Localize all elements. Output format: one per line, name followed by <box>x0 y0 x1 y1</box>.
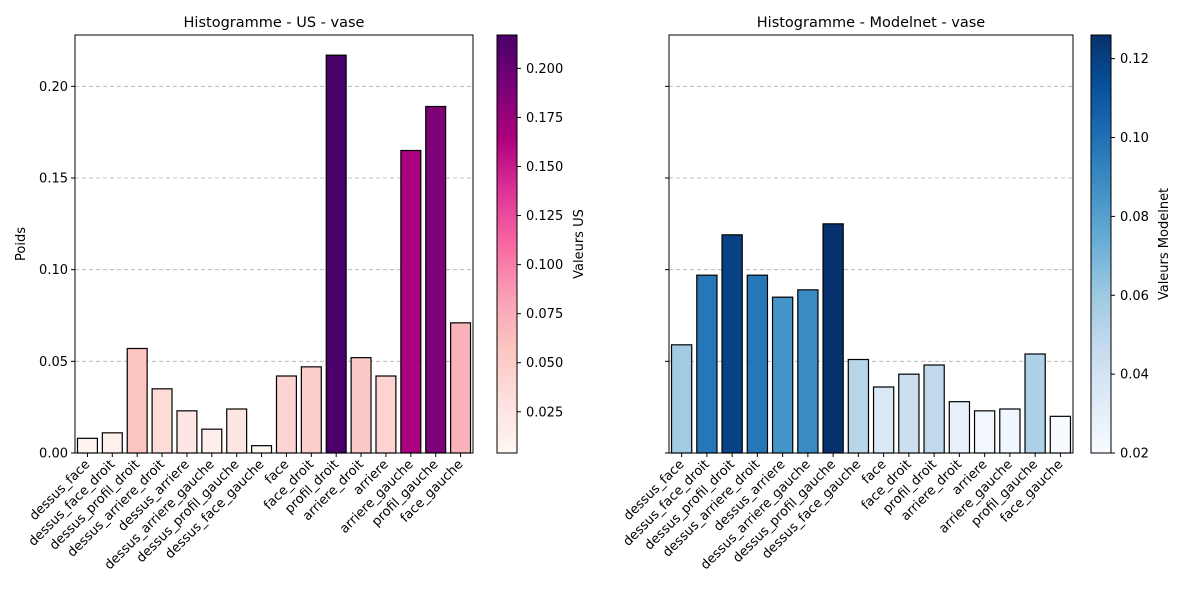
y-tick-label: 0.20 <box>39 80 68 95</box>
colorbar-label: Valeurs Modelnet <box>1157 188 1172 300</box>
bar-arriere-gauche <box>400 149 422 454</box>
bar-dessus-arriere-droit <box>151 388 173 454</box>
bar-face-droit <box>300 366 322 454</box>
colorbar <box>497 35 517 453</box>
colorbar-tick-label: 0.050 <box>526 356 563 371</box>
bar-dessus-face <box>670 344 693 454</box>
bar-dessus-face-droit <box>696 274 718 454</box>
colorbar-tick-label: 0.04 <box>1120 368 1149 383</box>
bar-dessus-arriere <box>176 410 198 454</box>
bar-dessus-face-droit <box>101 432 123 454</box>
colorbar-tick-label: 0.10 <box>1120 131 1149 146</box>
bar-dessus-face <box>76 437 98 454</box>
bar-face <box>275 375 297 454</box>
bar-profil-gauche <box>1024 353 1046 454</box>
bar-arriere <box>973 410 996 454</box>
bar-profil-gauche <box>425 105 447 454</box>
colorbar-tick-label: 0.175 <box>526 111 563 126</box>
bar-dessus-arriere-gauche <box>797 289 819 454</box>
colorbar-tick-label: 0.12 <box>1120 52 1149 67</box>
y-tick-label: 0.05 <box>39 355 68 370</box>
y-tick-label: 0.10 <box>39 263 68 278</box>
axes-frame <box>74 34 474 454</box>
y-axis-label: Poids <box>14 227 29 261</box>
bar-dessus-face-gauche <box>847 358 870 454</box>
bar-arriere-droit <box>350 357 372 454</box>
bar-arriere <box>375 375 397 454</box>
bar-dessus-profil-droit <box>721 234 743 454</box>
bar-face-droit <box>898 373 920 454</box>
bar-dessus-profil-gauche <box>822 223 844 454</box>
bar-dessus-arriere <box>771 296 794 454</box>
chart-panel-1: Histogramme - US - vase0.000.050.100.150… <box>14 15 587 573</box>
bar-dessus-face-gauche <box>251 445 273 454</box>
bar-dessus-profil-droit <box>126 347 148 454</box>
bar-dessus-profil-gauche <box>226 408 248 454</box>
bar-dessus-arriere-gauche <box>201 428 223 454</box>
colorbar-tick-label: 0.125 <box>526 209 563 224</box>
chart-panel-2: Histogramme - Modelnet - vasedessus_face… <box>620 15 1172 573</box>
bar-arriere-gauche <box>999 408 1021 454</box>
y-tick-label: 0.15 <box>39 172 68 187</box>
bar-dessus-arriere-droit <box>746 274 769 454</box>
bar-arriere-droit <box>948 401 971 454</box>
colorbar-tick-label: 0.025 <box>526 405 563 420</box>
colorbar <box>1091 35 1111 453</box>
colorbar-tick-label: 0.100 <box>526 258 563 273</box>
bar-face <box>872 386 895 454</box>
bar-face-gauche <box>450 322 472 454</box>
colorbar-frame <box>496 34 518 454</box>
colorbar-tick-label: 0.06 <box>1120 289 1149 304</box>
colorbar-tick-label: 0.200 <box>526 62 563 77</box>
bar-profil-droit <box>923 364 945 454</box>
axes-frame <box>668 34 1074 454</box>
chart-title: Histogramme - US - vase <box>184 15 365 31</box>
colorbar-tick-label: 0.02 <box>1120 447 1149 462</box>
bar-face-gauche <box>1049 415 1072 454</box>
colorbar-tick-label: 0.150 <box>526 160 563 175</box>
colorbar-tick-label: 0.08 <box>1120 210 1149 225</box>
bar-profil-droit <box>325 54 347 454</box>
y-tick-label: 0.00 <box>39 447 68 462</box>
colorbar-label: Valeurs US <box>572 209 587 279</box>
colorbar-frame <box>1090 34 1112 454</box>
chart-title: Histogramme - Modelnet - vase <box>757 15 986 31</box>
colorbar-tick-label: 0.075 <box>526 307 563 322</box>
